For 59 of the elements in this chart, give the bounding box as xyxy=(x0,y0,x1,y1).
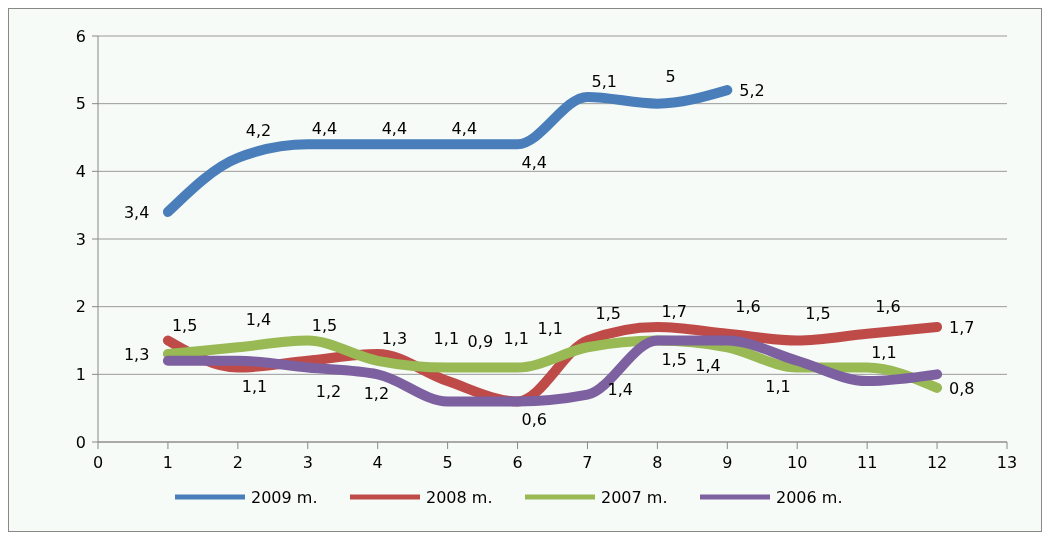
legend-label: 2009 m. xyxy=(251,487,318,507)
y-tick-label: 6 xyxy=(75,26,86,46)
data-label: 4,4 xyxy=(311,119,338,139)
data-label: 1,2 xyxy=(315,381,342,401)
legend-label: 2008 m. xyxy=(426,487,493,507)
data-label: 1,7 xyxy=(661,301,687,321)
y-tick-label: 2 xyxy=(75,297,86,317)
data-label: 1,1 xyxy=(433,328,460,348)
x-tick-label: 6 xyxy=(512,453,523,472)
x-tick-label: 5 xyxy=(442,453,453,472)
y-tick-label: 0 xyxy=(75,432,86,452)
data-label: 3,4 xyxy=(123,202,150,222)
data-label: 1,1 xyxy=(871,342,897,362)
data-label: 1,6 xyxy=(735,296,761,316)
y-tick-label: 1 xyxy=(75,364,86,384)
data-label: 4,2 xyxy=(245,120,272,140)
data-label: 4,4 xyxy=(381,119,408,139)
y-tick-label: 4 xyxy=(75,161,86,181)
y-tick-label: 3 xyxy=(75,229,86,249)
x-tick-label: 11 xyxy=(856,453,878,472)
data-label: 1,3 xyxy=(123,345,150,365)
data-label: 0,8 xyxy=(949,378,975,398)
data-label: 1,4 xyxy=(607,380,633,400)
data-label: 1,7 xyxy=(949,317,975,337)
data-label: 1,1 xyxy=(537,318,563,338)
x-tick-label: 13 xyxy=(996,453,1018,472)
x-tick-label: 3 xyxy=(302,453,313,472)
data-label: 1,4 xyxy=(245,310,272,330)
data-label: 1,1 xyxy=(765,376,791,396)
data-label: 0,6 xyxy=(521,410,547,430)
x-tick-label: 7 xyxy=(582,453,593,472)
data-label: 1,1 xyxy=(241,376,268,396)
annotation: 1,1 xyxy=(503,328,529,348)
data-label: 5,1 xyxy=(591,71,617,91)
x-tick-label: 8 xyxy=(652,453,663,472)
x-tick-label: 9 xyxy=(722,453,733,472)
x-tick-label: 0 xyxy=(92,453,104,472)
legend-label: 2006 m. xyxy=(776,487,843,507)
x-tick-label: 10 xyxy=(787,453,808,472)
data-label: 1,5 xyxy=(595,303,621,323)
legend-label: 2007 m. xyxy=(601,487,668,507)
x-tick-label: 2 xyxy=(232,453,243,472)
x-tick-label: 12 xyxy=(926,453,948,472)
data-label: 4,4 xyxy=(521,153,547,173)
data-label: 1,5 xyxy=(805,303,831,323)
data-label: 1,4 xyxy=(695,356,721,376)
data-label: 4,4 xyxy=(451,119,478,139)
data-label: 5 xyxy=(665,66,676,86)
data-label: 1,5 xyxy=(171,315,198,335)
data-label: 1,3 xyxy=(381,329,408,349)
data-label: 1,5 xyxy=(311,315,338,335)
data-label: 1,5 xyxy=(661,349,687,369)
data-label: 1,2 xyxy=(363,383,390,403)
data-label: 1,6 xyxy=(875,296,901,316)
data-label: 0,9 xyxy=(467,332,494,352)
data-label: 5,2 xyxy=(739,81,765,101)
y-tick-label: 5 xyxy=(75,94,86,114)
x-tick-label: 4 xyxy=(372,453,383,472)
x-tick-label: 1 xyxy=(162,453,174,472)
